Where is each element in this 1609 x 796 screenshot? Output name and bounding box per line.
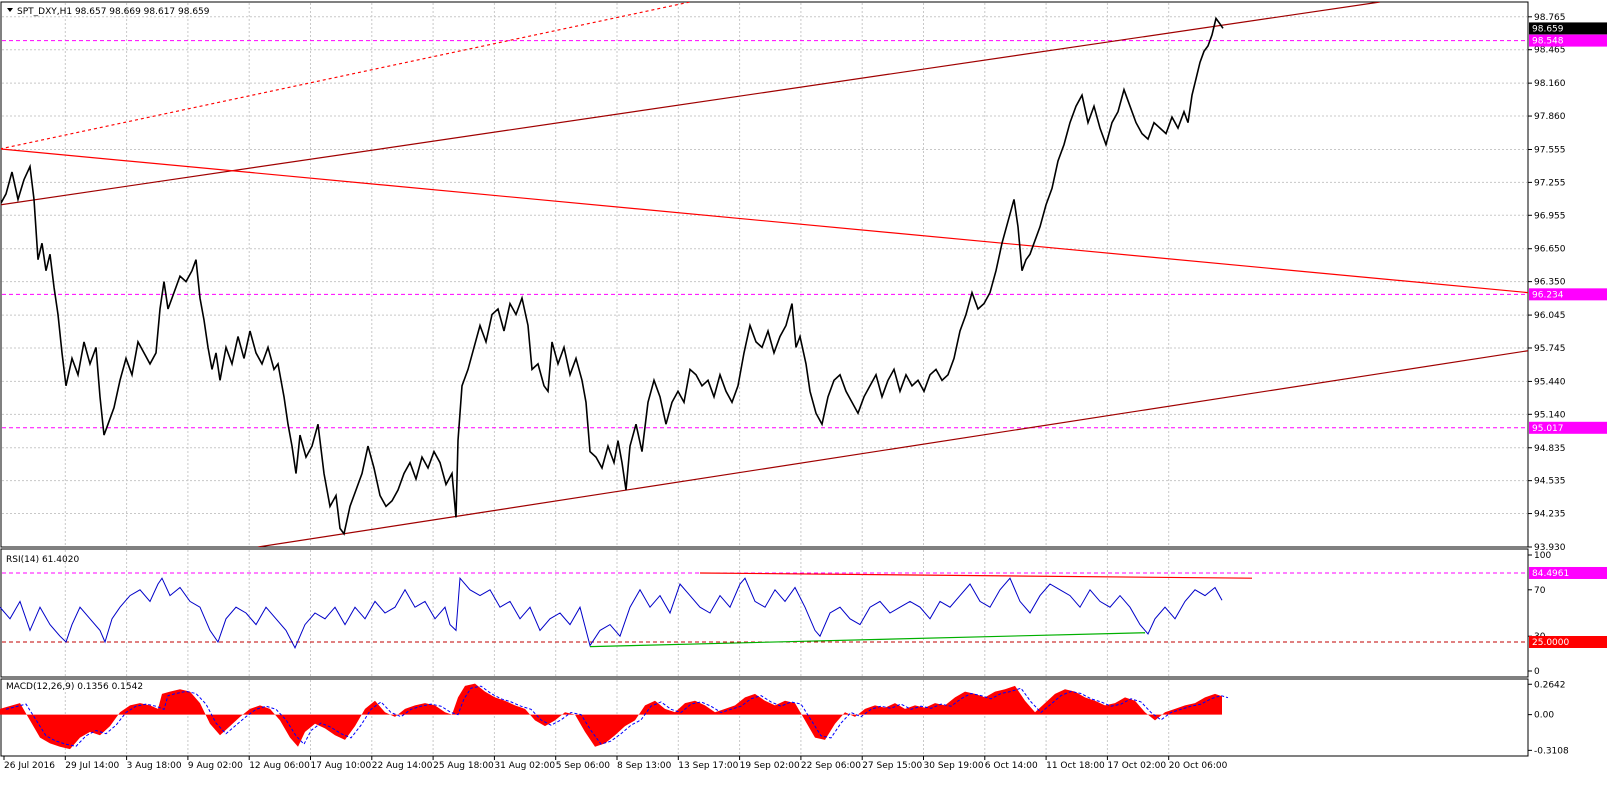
x-tick-label: 22 Sep 06:00 bbox=[801, 761, 861, 771]
rsi-series bbox=[0, 576, 1223, 649]
y-tick-label: 94.535 bbox=[1534, 477, 1566, 487]
macd-signal-line bbox=[5, 685, 1229, 747]
macd-y-tick-label: 0.2642 bbox=[1534, 680, 1566, 690]
rsi-level-tag bbox=[1529, 636, 1607, 648]
rsi-frame bbox=[0, 548, 1529, 678]
x-tick-label: 19 Sep 02:00 bbox=[740, 761, 800, 771]
x-tick-label: 26 Jul 2016 bbox=[4, 761, 55, 771]
rsi-level-tag bbox=[1529, 566, 1607, 579]
macd-header: MACD(12,26,9) 0.1356 0.1542 bbox=[6, 682, 143, 692]
y-tick-label: 96.350 bbox=[1534, 278, 1566, 288]
price-series bbox=[1, 16, 1224, 536]
main-header: SPT_DXY,H1 98.657 98.669 98.617 98.659 bbox=[17, 7, 210, 17]
level-tag bbox=[1529, 288, 1607, 301]
rsi-trendline-rsi-support bbox=[589, 632, 1146, 648]
x-tick-label: 3 Aug 18:00 bbox=[127, 761, 182, 771]
y-tick-label: 98.765 bbox=[1534, 13, 1566, 23]
current-price-tag bbox=[1529, 22, 1607, 35]
x-tick-label: 6 Oct 14:00 bbox=[985, 761, 1038, 771]
x-tick-label: 5 Sep 06:00 bbox=[556, 761, 611, 771]
rsi-y-tick-label: 100 bbox=[1534, 551, 1551, 561]
rsi-y-tick-label: 0 bbox=[1534, 667, 1540, 677]
level-tag bbox=[1529, 34, 1607, 47]
y-tick-label: 94.235 bbox=[1534, 510, 1566, 520]
x-tick-label: 27 Sep 15:00 bbox=[862, 761, 922, 771]
x-tick-label: 8 Sep 13:00 bbox=[617, 761, 672, 771]
trendline-lower-channel bbox=[257, 350, 1528, 547]
x-tick-label: 9 Aug 02:00 bbox=[188, 761, 243, 771]
x-tick-label: 31 Aug 02:00 bbox=[494, 761, 555, 771]
x-tick-label: 22 Aug 14:00 bbox=[372, 761, 433, 771]
trendline-falling-line bbox=[1, 148, 1528, 294]
rsi-trendline-rsi-resistance bbox=[699, 572, 1253, 579]
main-plot-area bbox=[1, 2, 1528, 547]
x-tick-label: 13 Sep 17:00 bbox=[678, 761, 738, 771]
x-tick-label: 20 Oct 06:00 bbox=[1169, 761, 1228, 771]
x-tick-label: 29 Jul 14:00 bbox=[65, 761, 119, 771]
y-tick-label: 97.555 bbox=[1534, 145, 1566, 155]
x-tick-label: 17 Aug 10:00 bbox=[311, 761, 372, 771]
macd-panel: 0.2642 0.00 -0.3108 bbox=[0, 678, 1569, 757]
rsi-level-tag-label: 25.0000 bbox=[1532, 638, 1569, 648]
main-frame bbox=[0, 1, 1529, 548]
y-tick-label: 93.930 bbox=[1534, 543, 1566, 553]
y-tick-label: 97.255 bbox=[1534, 178, 1566, 188]
y-tick-label: 95.140 bbox=[1534, 410, 1566, 420]
y-tick-label: 95.745 bbox=[1534, 344, 1566, 354]
time-axis: 26 Jul 2016 29 Jul 14:00 3 Aug 18:00 9 Aug … bbox=[3, 756, 1228, 771]
x-tick-label: 25 Aug 18:00 bbox=[433, 761, 494, 771]
y-tick-label: 94.835 bbox=[1534, 444, 1566, 454]
x-tick-label: 11 Oct 18:00 bbox=[1046, 761, 1105, 771]
y-tick-label: 98.465 bbox=[1534, 46, 1566, 56]
current-price-label: 98.659 bbox=[1532, 24, 1564, 34]
macd-histogram bbox=[0, 683, 1222, 750]
rsi-level-tag-label: 84.4961 bbox=[1532, 569, 1569, 579]
main-price-panel: 98.765 98.465 98.160 97.860 97.555 97.255 96.9… bbox=[0, 1, 1607, 553]
x-tick-label: 17 Oct 02:00 bbox=[1107, 761, 1166, 771]
x-tick-label: 30 Sep 19:00 bbox=[924, 761, 984, 771]
level-tag-label: 98.548 bbox=[1532, 37, 1564, 47]
level-tag bbox=[1529, 421, 1607, 434]
y-tick-label: 97.860 bbox=[1534, 112, 1566, 122]
y-tick-label: 96.650 bbox=[1534, 245, 1566, 255]
level-tag-label: 96.234 bbox=[1532, 290, 1564, 300]
rsi-y-tick-label: 70 bbox=[1534, 586, 1546, 596]
rsi-header: RSI(14) 61.4020 bbox=[6, 555, 79, 565]
macd-frame bbox=[0, 678, 1529, 757]
y-tick-label: 98.160 bbox=[1534, 79, 1566, 89]
menu-triangle-icon bbox=[7, 8, 13, 12]
y-tick-label: 96.955 bbox=[1534, 211, 1566, 221]
y-tick-label: 95.440 bbox=[1534, 377, 1566, 387]
macd-y-tick-label: 0.00 bbox=[1534, 711, 1554, 721]
x-tick-label: 12 Aug 06:00 bbox=[249, 761, 310, 771]
level-tag-label: 95.017 bbox=[1532, 424, 1564, 434]
y-tick-label: 96.045 bbox=[1534, 311, 1566, 321]
macd-y-tick-label: -0.3108 bbox=[1534, 746, 1569, 756]
